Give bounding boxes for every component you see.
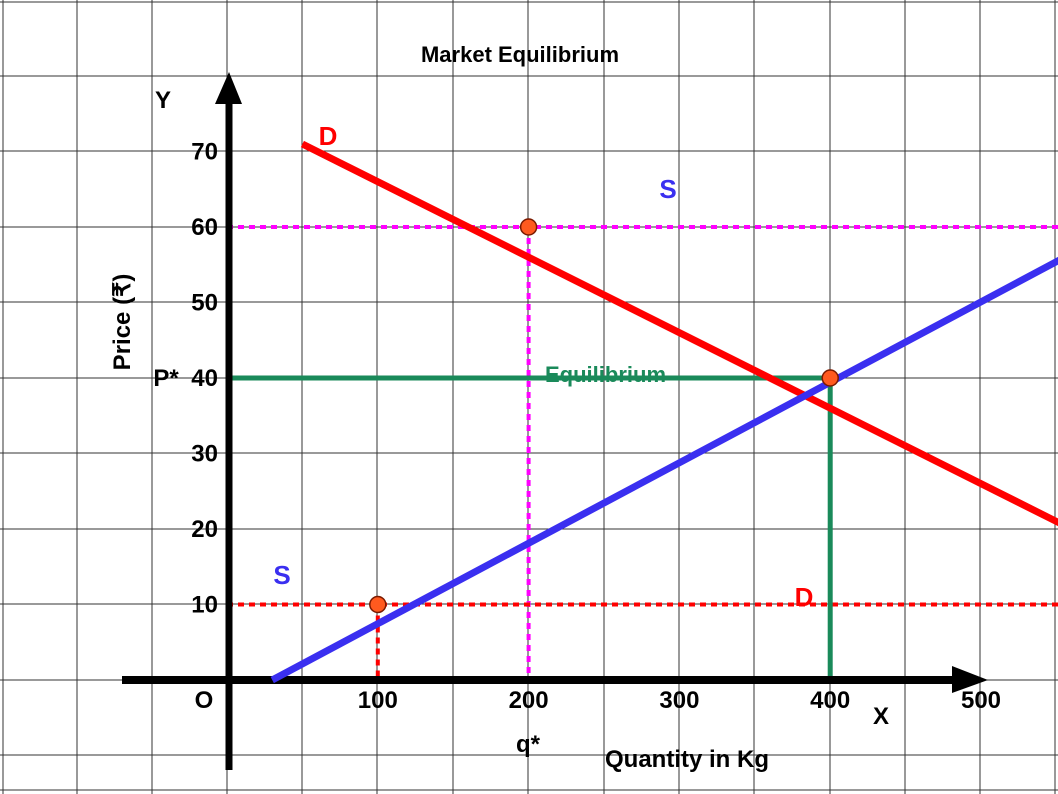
- y-axis-arrowhead: [215, 72, 242, 104]
- data-point: [369, 595, 387, 614]
- x-tick-label: 400: [810, 687, 850, 714]
- y-axis-title: Price (₹): [109, 274, 136, 371]
- x-tick-label: 300: [659, 687, 699, 714]
- supply-label-top: S: [659, 174, 676, 204]
- data-point: [821, 369, 839, 387]
- quantity-star-label: q*: [516, 731, 541, 758]
- x-tick-label: 200: [509, 687, 549, 714]
- x-axis-title: Quantity in Kg: [605, 746, 769, 773]
- y-tick-label: 70: [191, 139, 218, 166]
- series-lines: [270, 140, 1058, 684]
- x-tick-label: 500: [961, 687, 1001, 714]
- y-tick-label: 40: [191, 365, 218, 392]
- y-axis-letter: Y: [155, 87, 171, 114]
- demand-label-bottom: D: [795, 582, 814, 612]
- x-axis-letter: X: [873, 703, 889, 730]
- x-tick-label: 100: [358, 687, 398, 714]
- data-point: [519, 218, 538, 236]
- demand-line: [300, 140, 1058, 527]
- y-tick-label: 20: [191, 516, 218, 543]
- axes: [122, 72, 988, 770]
- origin-label: O: [195, 687, 214, 714]
- supply-label-bottom: S: [273, 560, 290, 590]
- labels: Market Equilibrium Price (₹) Quantity in…: [109, 42, 889, 773]
- x-axis-arrowhead: [952, 666, 988, 693]
- supply-line: [270, 256, 1058, 684]
- chart-title: Market Equilibrium: [421, 42, 619, 67]
- demand-label-top: D: [319, 121, 338, 151]
- tick-labels: 10020030040050060070010203040506070: [191, 139, 1001, 715]
- y-tick-label: 60: [191, 214, 218, 241]
- equilibrium-label: Equilibrium: [545, 362, 666, 387]
- y-tick-label: 10: [191, 592, 218, 619]
- guide-lines: [227, 225, 1058, 680]
- price-star-label: P*: [153, 365, 179, 392]
- data-points: [369, 218, 839, 614]
- y-tick-label: 50: [191, 290, 218, 317]
- y-tick-label: 30: [191, 441, 218, 468]
